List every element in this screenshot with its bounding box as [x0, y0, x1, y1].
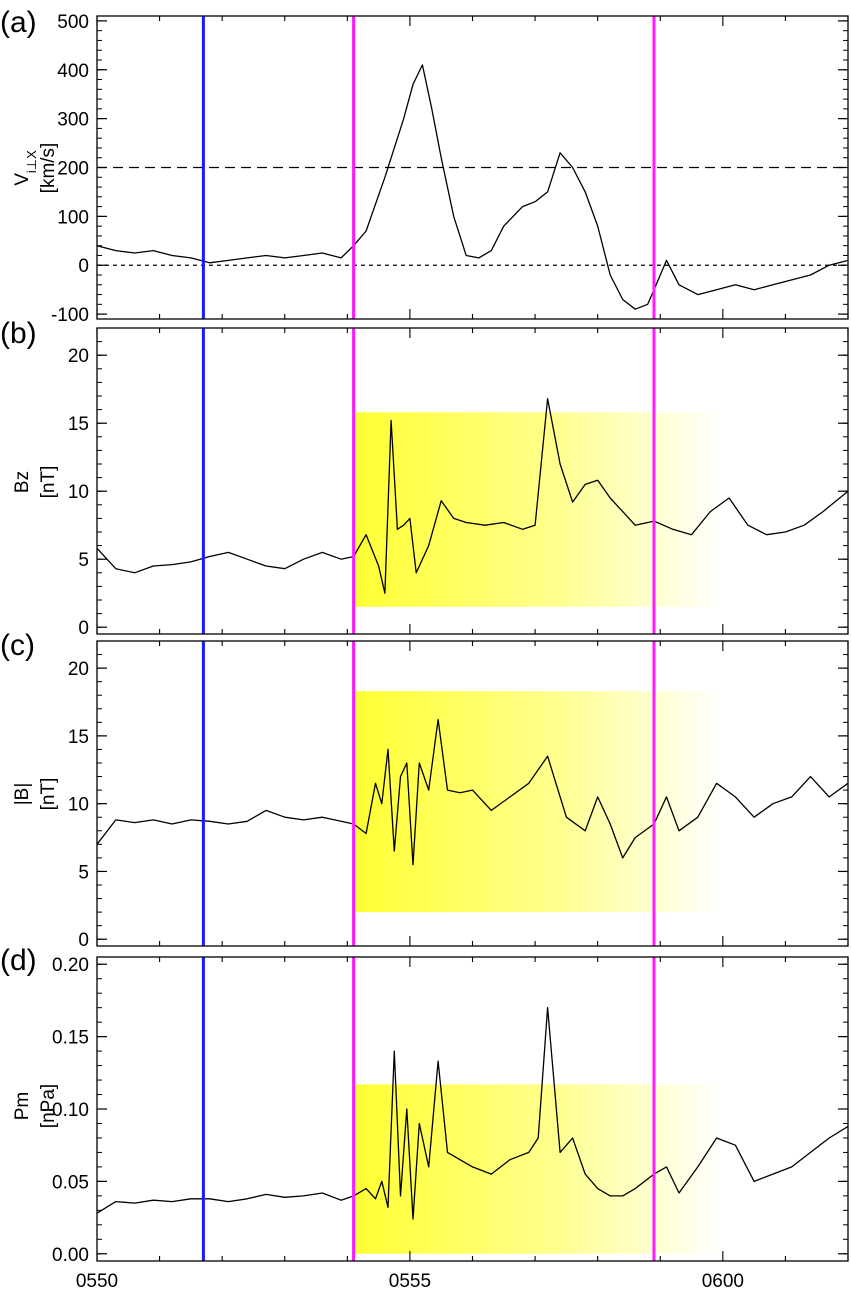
y-tick-label: 15 — [68, 727, 89, 748]
y-tick-label: 0.05 — [52, 1172, 89, 1193]
y-tick-label: 300 — [57, 110, 89, 131]
data-series-line — [96, 1007, 849, 1220]
y-tick-label: 0.20 — [52, 955, 89, 976]
x-tick-label: 0600 — [702, 1271, 744, 1292]
y-axis-unit: [nPa] — [38, 1084, 59, 1128]
y-tick-label: 10 — [68, 482, 89, 503]
y-tick-label: 20 — [68, 659, 89, 680]
y-tick-label: 5 — [78, 862, 89, 883]
panel-c: (c) |B| [nT] 20 15 10 5 0 — [0, 629, 849, 951]
y-tick-label: 0 — [78, 930, 89, 951]
y-tick-label: 20 — [68, 346, 89, 367]
y-tick-label: 5 — [78, 550, 89, 571]
panel-label: (c) — [0, 629, 35, 662]
y-axis-label: Bz — [12, 471, 33, 493]
y-tick-label: 15 — [68, 414, 89, 435]
y-axis-unit: [nT] — [38, 466, 59, 499]
y-tick-label: 0.15 — [52, 1028, 89, 1049]
panel-a: (a) Vi⊥X [km/s] 500 400 300 200 100 0 -100 — [0, 6, 849, 326]
y-axis-label: |B| — [12, 783, 33, 806]
y-axis-unit: [nT] — [38, 778, 59, 811]
y-tick-label: 200 — [57, 159, 89, 180]
y-tick-label: 0.00 — [52, 1245, 89, 1266]
y-tick-label: -100 — [51, 305, 89, 326]
x-tick-label: 0555 — [389, 1271, 431, 1292]
highlight-band — [353, 412, 723, 607]
y-axis-unit: [km/s] — [38, 143, 59, 194]
y-tick-label: 0 — [78, 256, 89, 277]
data-series-line — [96, 64, 849, 310]
panel-label: (b) — [0, 317, 37, 350]
x-tick-label: 0550 — [76, 1271, 118, 1292]
y-tick-label: 10 — [68, 795, 89, 816]
y-tick-label: 100 — [57, 207, 89, 228]
highlight-band — [353, 691, 723, 913]
y-axis-label: Pm — [12, 1092, 33, 1121]
y-axis-label: Vi⊥X — [12, 150, 39, 186]
data-series-line — [96, 398, 849, 594]
panel-b: (b) Bz [nT] 20 15 10 5 0 — [0, 317, 849, 639]
panel-label: (d) — [0, 944, 37, 977]
y-tick-label: 0 — [78, 618, 89, 639]
panel-d: (d) Pm [nPa] 0.20 0.15 0.10 0.05 0.00 0550 055… — [0, 944, 849, 1292]
panel-label: (a) — [0, 6, 37, 39]
highlight-band — [353, 1084, 723, 1254]
y-tick-label: 500 — [57, 12, 89, 33]
y-tick-label: 0.10 — [52, 1100, 89, 1121]
y-tick-label: 400 — [57, 61, 89, 82]
data-series-line — [96, 718, 849, 866]
